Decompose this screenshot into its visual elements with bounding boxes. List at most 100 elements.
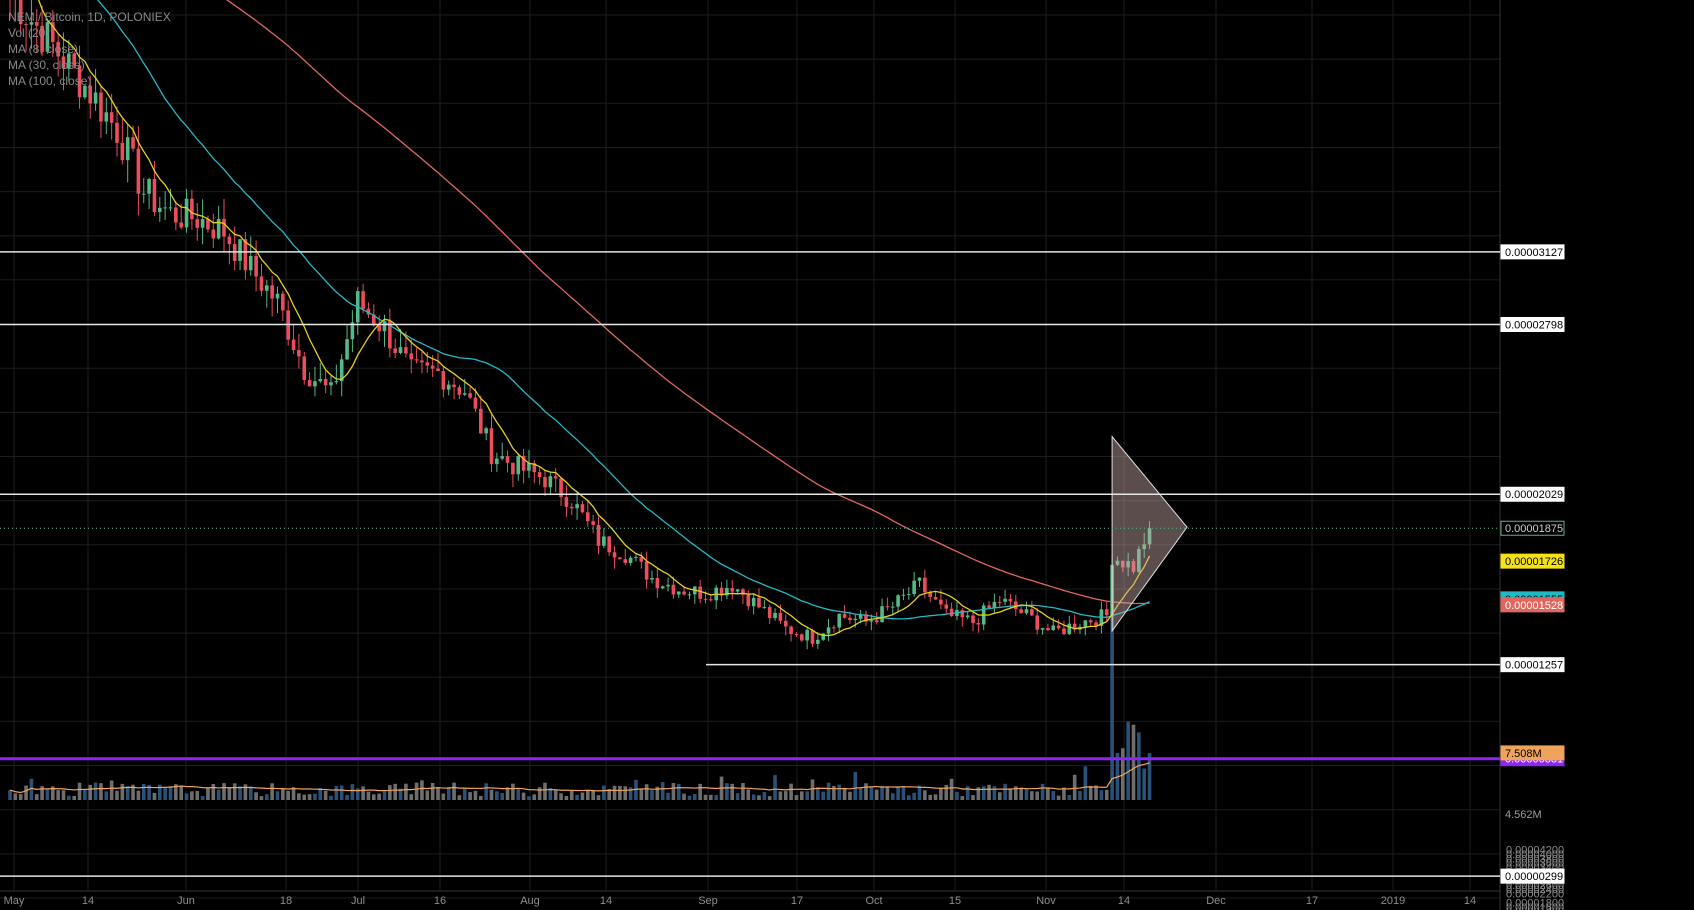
volume-bar <box>468 792 472 800</box>
candle-body <box>1046 628 1050 631</box>
volume-bar <box>885 787 890 800</box>
volume-bar <box>543 782 547 800</box>
volume-bar <box>1094 785 1098 800</box>
candle-body <box>495 458 499 465</box>
candle-body <box>1008 598 1013 602</box>
volume-bar <box>853 772 858 800</box>
candle-body <box>602 536 606 546</box>
volume-bar <box>393 783 397 800</box>
candle-body <box>628 557 633 563</box>
volume-bar <box>248 786 253 800</box>
volume-bar <box>484 783 488 800</box>
volume-bar <box>1003 783 1007 800</box>
volume-bar <box>24 785 28 800</box>
volume-bar <box>741 783 745 800</box>
volume-bar <box>580 792 585 800</box>
volume-bar <box>473 790 478 800</box>
candle-body <box>206 219 210 230</box>
price-tag-bg <box>1500 597 1565 613</box>
candle-body <box>607 536 611 553</box>
volume-bar <box>93 782 98 800</box>
candle-body <box>644 561 649 580</box>
volume-bar <box>1099 790 1104 800</box>
candle-body <box>457 387 462 395</box>
volume-bar <box>864 783 868 800</box>
volume-bar <box>227 787 232 800</box>
volume-bar <box>810 779 815 800</box>
candle-body <box>1121 560 1125 568</box>
candle-body <box>564 497 569 507</box>
candle-body <box>687 594 692 596</box>
volume-bar <box>67 795 71 800</box>
volume-bar <box>281 788 285 800</box>
level-tag: 0.00002029 <box>1505 489 1563 501</box>
volume-bar <box>297 793 301 800</box>
volume-bar <box>901 786 906 800</box>
volume-bar <box>698 783 702 800</box>
candle-body <box>1147 528 1152 545</box>
candle-body <box>939 599 943 605</box>
volume-bar <box>40 786 44 800</box>
candle-body <box>923 577 927 593</box>
volume-bar <box>660 782 665 800</box>
volume-bar <box>987 784 991 800</box>
candle-body <box>222 218 226 237</box>
volume-bar <box>816 787 820 800</box>
candle-body <box>949 608 954 617</box>
candle-body <box>671 584 676 595</box>
candle-body <box>1056 625 1061 629</box>
candle-body <box>195 219 200 228</box>
candle-body <box>227 236 232 245</box>
candle-body <box>115 122 119 143</box>
candle-body <box>462 393 467 395</box>
candle-body <box>666 584 670 587</box>
candle-body <box>318 379 323 382</box>
volume-bar <box>1126 721 1130 800</box>
price-tag: 0.00001528 <box>1505 600 1563 612</box>
volume-bar <box>907 795 911 800</box>
candle-body <box>489 428 494 465</box>
volume-bar <box>821 791 825 800</box>
candle-body <box>1131 561 1136 572</box>
volume-bar <box>259 796 264 800</box>
price-tick-label: 0.00002200 <box>1506 889 1564 901</box>
volume-bar <box>350 784 355 800</box>
volume-bar <box>302 794 307 800</box>
volume-bar <box>286 790 290 800</box>
candle-body <box>372 314 376 326</box>
candle-body <box>511 462 515 475</box>
legend-ma30[interactable]: MA (30, close) <box>8 58 85 72</box>
volume-bar <box>136 790 141 800</box>
volume-bar <box>51 786 55 800</box>
candle-body <box>586 512 590 522</box>
legend-ma100[interactable]: MA (100, close) <box>8 74 92 88</box>
volume-bar <box>200 795 205 800</box>
volume-bar <box>174 784 178 800</box>
time-tick-label: 15 <box>949 895 961 907</box>
time-tick-label: 2019 <box>1381 895 1405 907</box>
candle-body <box>655 578 660 589</box>
volume-bar <box>1131 724 1136 800</box>
candle-body <box>216 218 221 239</box>
volume-bar <box>949 778 954 800</box>
candle-body <box>1083 620 1088 627</box>
volume-bar <box>13 793 18 800</box>
legend-ma8[interactable]: MA (8, close) <box>8 42 79 56</box>
candle-body <box>559 478 563 498</box>
volume-bar <box>1083 766 1088 800</box>
volume-bar <box>430 782 435 800</box>
volume-bar <box>88 784 93 800</box>
candle-body <box>901 594 906 596</box>
candle-body <box>676 591 681 595</box>
candle-body <box>334 381 339 383</box>
volume-bar <box>703 794 708 800</box>
volume-bar <box>559 793 563 800</box>
legend-volume[interactable]: Vol (20) <box>8 26 50 40</box>
candle-body <box>425 362 430 366</box>
candle-body <box>591 521 595 525</box>
volume-bar <box>1051 790 1056 800</box>
candle-body <box>650 578 654 580</box>
volume-bar <box>382 790 387 800</box>
legend-symbol[interactable]: NEM / Bitcoin, 1D, POLONIEX <box>8 10 171 24</box>
